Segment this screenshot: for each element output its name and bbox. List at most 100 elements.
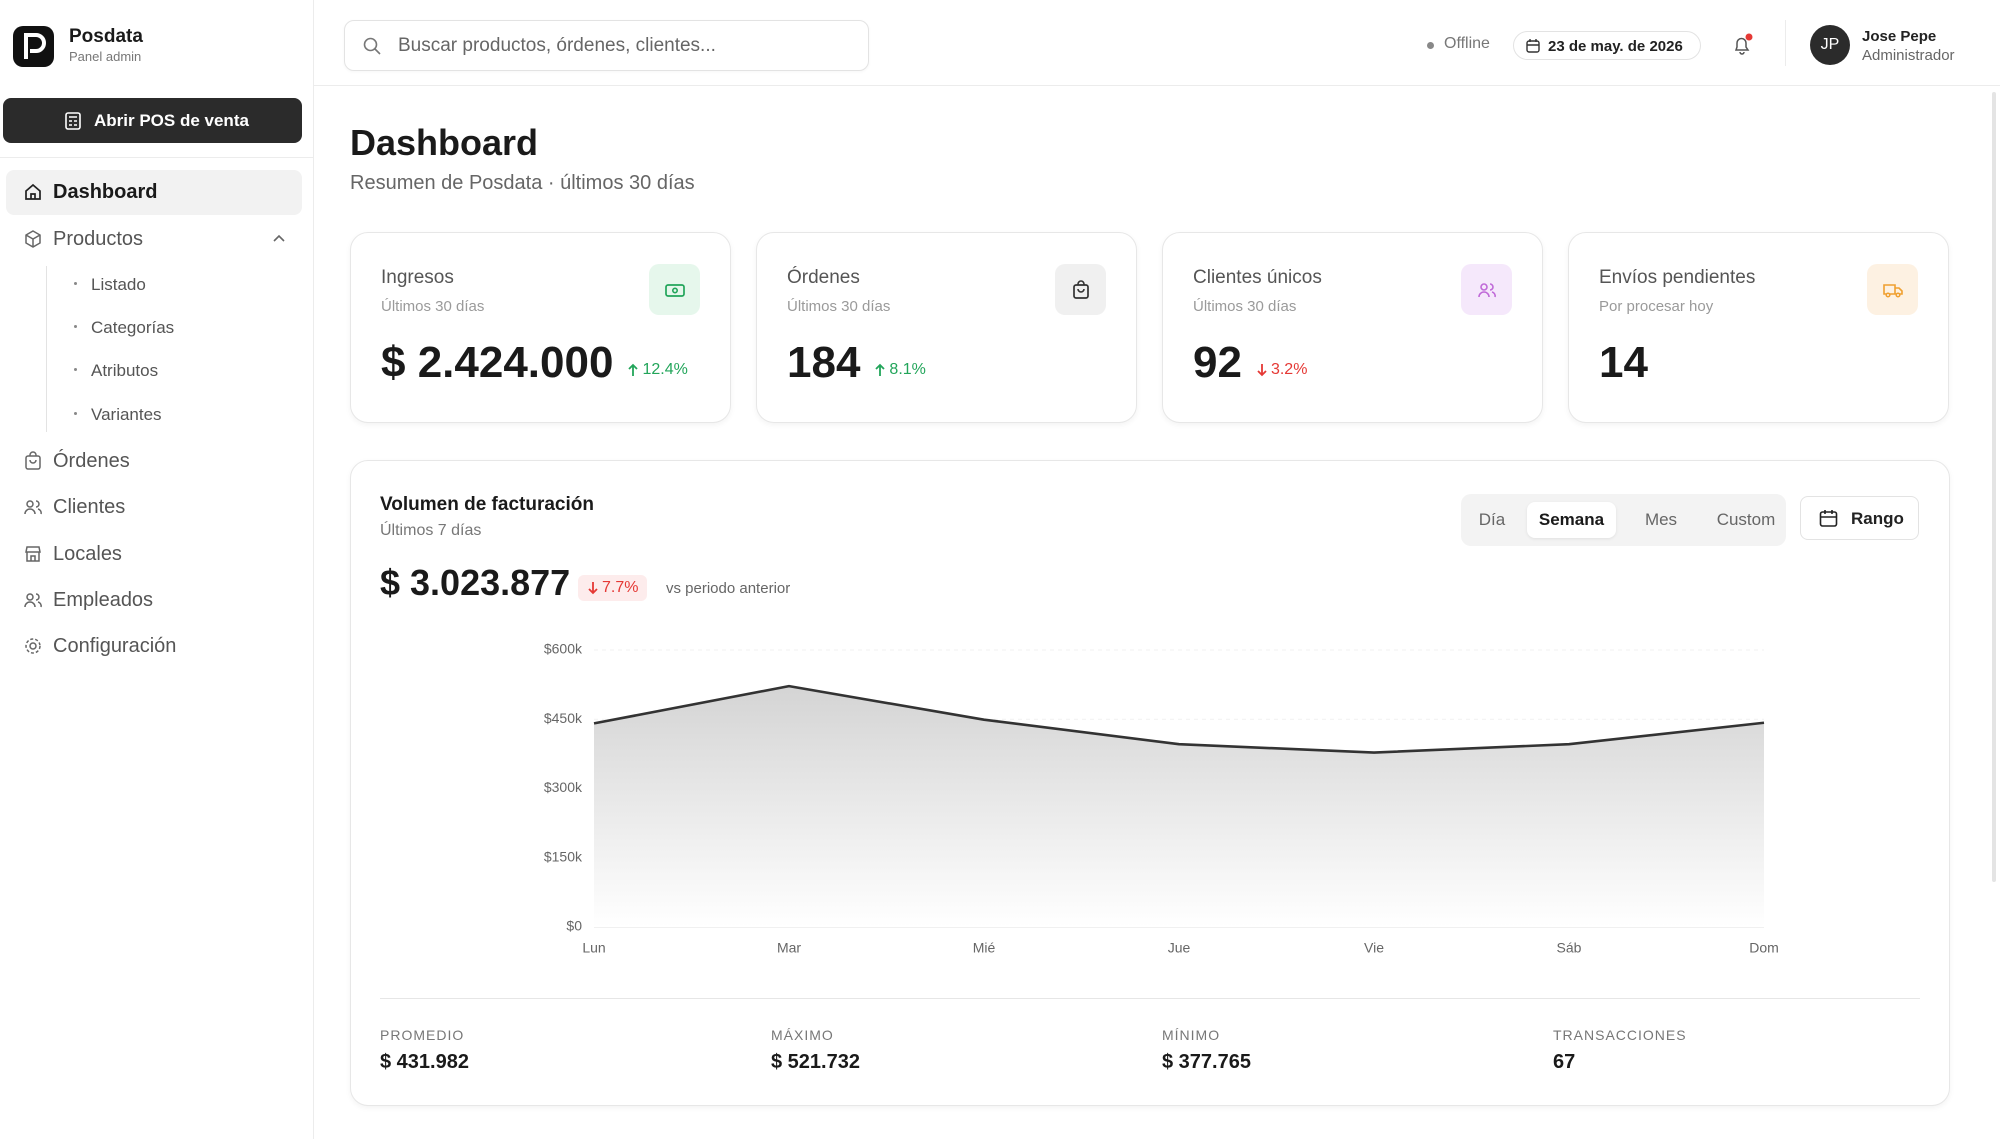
icon [24,593,42,608]
nav-item[interactable]: Órdenes [6,439,302,484]
notifications-button[interactable] [1731,33,1755,57]
user-name: Jose Pepe [1862,28,1937,45]
change-value: 7.7% [602,579,639,596]
icon [1477,282,1496,297]
nav-item[interactable]: Configuración [6,624,302,669]
date: 23 de may. de 2026 [1548,38,1683,55]
kpi-value-row: 14 [1599,341,1648,385]
nav-item[interactable]: Empleados [6,578,302,623]
divider [380,998,1920,999]
icon [25,638,41,654]
period-option[interactable]: Semana [1527,502,1616,538]
kpi-icon [1867,264,1918,315]
page-title: Dashboard [350,122,539,163]
nav-item[interactable]: Dashboard [6,170,302,215]
kpi-icon [649,264,700,315]
kpi-sublabel: Últimos 30 días [1193,298,1297,315]
nav-item[interactable]: Locales [6,532,302,577]
change-badge: 7.7% [578,575,648,601]
calendar-icon [1526,39,1540,53]
period-option[interactable]: Día [1478,510,1506,529]
kpi-trend: 3.2% [1256,362,1307,378]
icon [24,500,42,515]
divider [1785,20,1786,66]
topbar: Buscar productos, órdenes, clientes... O… [314,0,2000,86]
divider [0,157,313,158]
open-pos-button[interactable]: Abrir POS de venta [3,98,302,143]
search-placeholder: Buscar productos, órdenes, clientes... [398,35,716,56]
period-option[interactable]: Custom [1716,510,1776,529]
kpi-card: Clientes únicos Últimos 30 días 92 3.2% [1162,232,1543,423]
kpi-value: 184 [787,338,861,387]
nav-label: Clientes [53,496,126,518]
trend-arrow [588,582,598,595]
scrollbar [1992,92,1996,882]
billing-total: $ 3.023.877 [380,562,571,603]
kpi-sublabel: Últimos 30 días [381,298,485,315]
stat-value: $ 521.732 [771,1051,860,1073]
brand-subtitle: Panel admin [69,49,142,64]
kpi-trend: 12.4% [627,361,688,378]
kpi-change: 3.2% [1270,361,1308,378]
icon [664,283,685,297]
kpi-value: 92 [1193,338,1242,387]
kpi-trend: 8.1% [874,361,926,378]
period-option[interactable]: Mes [1644,510,1678,529]
billing-card: Volumen de facturación Últimos 7 días $ … [350,460,1950,1106]
nav-sublabel: Categorías [91,318,175,337]
period-selector: Día Semana Mes Custom [1461,494,1786,546]
pos-icon [65,112,81,130]
brand-name: Posdata [69,26,143,47]
nav-sublabel: Listado [91,275,146,294]
stat-label: PROMEDIO [380,1027,465,1043]
stat-value: 67 [1553,1051,1576,1073]
tree-line [46,266,47,432]
kpi-label: Órdenes [787,267,860,288]
kpi-card: Órdenes Últimos 30 días 184 8.1% [756,232,1137,423]
chevron [273,234,285,242]
nav-label: Configuración [53,635,177,657]
sidebar: Posdata Panel admin Abrir POS de venta D… [0,0,314,1139]
page-subtitle: Resumen de Posdata · últimos 30 días [350,172,695,194]
kpi-label: Clientes únicos [1193,267,1322,288]
kpi-icon [1461,264,1512,315]
kpi-value-row: $ 2.424.000 12.4% [381,341,688,385]
icon [1072,279,1089,299]
trend-arrow [1257,364,1267,377]
kpi-icon [1055,264,1106,315]
search-icon [363,37,381,55]
icon [25,230,41,248]
kpi-sublabel: Por procesar hoy [1599,298,1714,315]
kpi-card: Envíos pendientes Por procesar hoy 14 [1568,232,1949,423]
stat-value: $ 377.765 [1162,1051,1251,1073]
kpi-change: 12.4% [642,361,688,378]
status-dot [1427,42,1434,49]
range-label: Rango [1851,509,1904,528]
stat-value: $ 431.982 [380,1051,469,1073]
calendar-icon [1819,510,1838,527]
nav-sublabel: Variantes [91,405,162,424]
trend-arrow [875,363,886,376]
nav-item[interactable]: Productos [6,217,302,262]
search-box[interactable]: Buscar productos, órdenes, clientes... [344,20,869,71]
kpi-card: Ingresos Últimos 30 días $ 2.424.000 12.4% [350,232,731,423]
date-pill: 23 de may. de 2026 [1513,31,1701,60]
logo [13,26,54,67]
avatar[interactable]: JP [1810,25,1850,65]
kpi-value: $ 2.424.000 [381,338,614,387]
nav-label: Empleados [53,589,154,611]
kpi-label: Envíos pendientes [1599,267,1756,288]
kpi-change: 8.1% [889,361,926,378]
stat-label: TRANSACCIONES [1553,1027,1687,1043]
icon [25,546,41,562]
trend-arrow [628,363,639,376]
icon [25,183,41,200]
icon [1882,283,1903,298]
kpi-label: Ingresos [381,267,454,288]
stat-label: MÁXIMO [771,1027,834,1043]
nav-sublabel: Atributos [91,361,159,380]
nav-item[interactable]: Clientes [6,485,302,530]
range-button[interactable]: Rango [1800,496,1919,540]
nav-label: Locales [53,543,122,565]
nav-label: Órdenes [53,450,130,472]
